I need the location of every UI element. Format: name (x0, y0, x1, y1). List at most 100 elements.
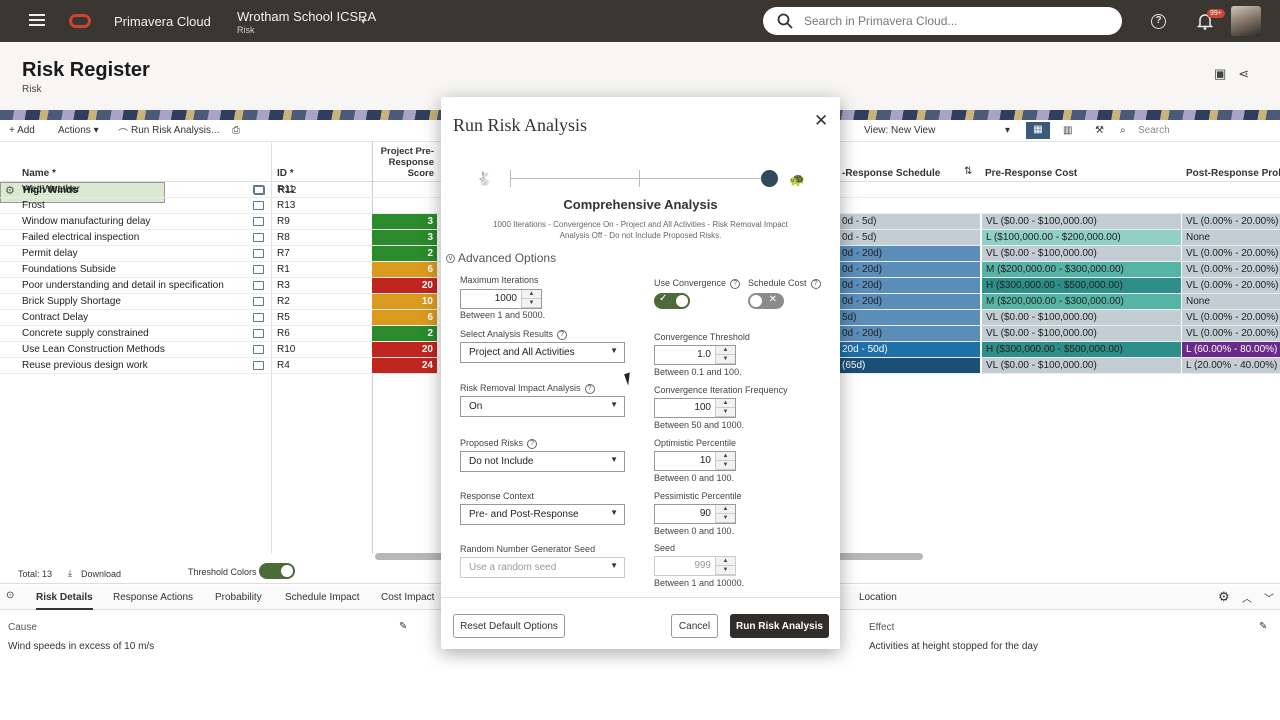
print-icon[interactable]: ⎙ (232, 125, 240, 136)
slider-handle[interactable] (761, 170, 778, 187)
menu-icon[interactable] (29, 14, 45, 26)
increment-icon[interactable]: ▲ (716, 399, 735, 408)
response-context-select[interactable]: Pre- and Post-Response ▼ (460, 504, 625, 525)
tab-response-actions[interactable]: Response Actions (113, 592, 194, 603)
run-risk-analysis-button[interactable]: Run Risk Analysis (730, 614, 829, 638)
column-header-name[interactable]: Name * (22, 168, 56, 179)
comment-icon[interactable] (253, 345, 264, 354)
tab-schedule-impact[interactable]: Schedule Impact (285, 592, 360, 603)
oracle-logo-icon[interactable] (69, 14, 91, 28)
gear-icon[interactable]: ⚙ (1218, 589, 1230, 604)
optimistic-percentile-input[interactable]: 10 ▲ ▼ (654, 451, 736, 471)
user-avatar[interactable] (1231, 6, 1261, 36)
increment-icon[interactable]: ▲ (522, 290, 541, 299)
risk-name[interactable]: Reuse previous design work (22, 360, 148, 371)
comment-icon[interactable] (253, 201, 264, 210)
chevron-up-icon[interactable]: ︿ (1242, 594, 1252, 605)
decrement-icon[interactable]: ▼ (716, 514, 735, 523)
settings-icon[interactable]: ⚙ (5, 185, 15, 197)
table-row[interactable]: Foundations Subside R1 6 0d - 20d) M ($200,0… (0, 262, 1280, 278)
collapse-icon[interactable]: ⊙ (6, 590, 15, 601)
decrement-icon[interactable]: ▼ (716, 566, 735, 575)
download-link[interactable]: Download (81, 569, 122, 579)
comment-icon[interactable] (253, 313, 264, 322)
comment-icon[interactable] (253, 265, 264, 274)
pessimistic-percentile-input[interactable]: 90 ▲ ▼ (654, 504, 736, 524)
use-convergence-toggle[interactable]: ✓ (654, 293, 690, 309)
actions-menu-button[interactable]: Actions ▾ (58, 125, 99, 136)
convergence-frequency-input[interactable]: 100 ▲ ▼ (654, 398, 736, 418)
max-iterations-input[interactable]: 1000 ▲ ▼ (460, 289, 542, 309)
risk-name[interactable]: Permit delay (22, 248, 78, 259)
comment-icon[interactable] (254, 186, 265, 195)
tab-risk-details[interactable]: Risk Details (36, 592, 93, 610)
view-selector[interactable]: View: New View (864, 125, 936, 136)
grid-view-icon[interactable]: ▦ (1026, 122, 1050, 139)
settings-wrench-icon[interactable]: ⚒ (1095, 125, 1104, 136)
help-icon[interactable]: ? (810, 278, 821, 289)
comment-icon[interactable] (253, 281, 264, 290)
column-header-cost[interactable]: Pre-Response Cost (985, 168, 1078, 179)
search-icon[interactable]: ⌕ (1120, 125, 1126, 136)
rria-select[interactable]: On ▼ (460, 396, 625, 417)
tab-probability[interactable]: Probability (215, 592, 262, 603)
help-icon[interactable]: ? (584, 383, 595, 394)
sort-icon[interactable]: ⇅ (964, 166, 973, 177)
threshold-colors-toggle[interactable] (259, 563, 295, 579)
schedule-cost-toggle[interactable]: ✕ (748, 293, 784, 309)
risk-name[interactable]: Use Lean Construction Methods (22, 344, 165, 355)
chevron-down-icon[interactable]: ﹀ (1264, 594, 1274, 605)
risk-name[interactable]: Poor understanding and detail in specifi… (22, 280, 224, 291)
decrement-icon[interactable]: ▼ (716, 355, 735, 364)
comment-icon[interactable] (253, 249, 264, 258)
comment-icon[interactable] (253, 185, 264, 194)
decrement-icon[interactable]: ▼ (522, 299, 541, 308)
grid-search-input[interactable]: Search (1138, 125, 1170, 136)
risk-name[interactable]: Wet Weather (22, 184, 80, 195)
comment-icon[interactable] (253, 329, 264, 338)
risk-name[interactable]: Contract Delay (22, 312, 89, 323)
add-button[interactable]: + Add (9, 125, 35, 136)
report-icon[interactable]: ▣ (1214, 66, 1227, 81)
tab-location[interactable]: Location (859, 592, 897, 603)
risk-name[interactable]: High Winds (23, 185, 78, 196)
global-search-input[interactable]: Search in Primavera Cloud... (763, 7, 1122, 35)
comment-icon[interactable] (253, 233, 264, 242)
share-icon[interactable]: ⋖ (1238, 66, 1250, 81)
close-icon[interactable]: ✕ (814, 111, 829, 130)
seed-input[interactable]: 999 ▲ ▼ (654, 556, 736, 576)
risk-name[interactable]: Concrete supply constrained (22, 328, 149, 339)
help-icon[interactable]: ? (557, 329, 568, 340)
column-header-schedule[interactable]: -Response Schedule (842, 168, 941, 179)
risk-name[interactable]: Frost (22, 200, 45, 211)
decrement-icon[interactable]: ▼ (716, 461, 735, 470)
convergence-threshold-input[interactable]: 1.0 ▲ ▼ (654, 345, 736, 365)
analysis-level-slider[interactable] (510, 178, 771, 179)
risk-name[interactable]: Failed electrical inspection (22, 232, 140, 243)
project-selector[interactable]: Wrotham School ICSRA Risk ▾ (237, 9, 376, 35)
run-risk-analysis-button[interactable]: Run Risk Analysis... (131, 125, 220, 136)
rng-seed-select[interactable]: Use a random seed ▼ (460, 557, 625, 578)
analysis-results-select[interactable]: Project and All Activities ▼ (460, 342, 625, 363)
cancel-button[interactable]: Cancel (671, 614, 718, 638)
help-icon[interactable]: ? (527, 438, 538, 449)
edit-effect-icon[interactable]: ✎ (1259, 621, 1268, 632)
increment-icon[interactable]: ▲ (716, 557, 735, 566)
edit-cause-icon[interactable]: ✎ (399, 621, 408, 632)
help-icon[interactable]: ? (730, 278, 741, 289)
chart-view-icon[interactable]: ▥ (1063, 125, 1073, 136)
table-row[interactable]: Window manufacturing delay R9 3 0d - 5d) VL … (0, 214, 1280, 230)
column-header-id[interactable]: ID * (277, 168, 294, 179)
download-icon[interactable]: ⤓ (68, 568, 72, 578)
comment-icon[interactable] (253, 217, 264, 226)
tab-cost-impact[interactable]: Cost Impact (381, 592, 435, 603)
increment-icon[interactable]: ▲ (716, 505, 735, 514)
increment-icon[interactable]: ▲ (716, 346, 735, 355)
column-header-probability[interactable]: Post-Response Proba (1186, 168, 1280, 179)
proposed-risks-select[interactable]: Do not Include ▼ (460, 451, 625, 472)
comment-icon[interactable] (253, 361, 264, 370)
table-row[interactable]: Contract Delay R5 6 5d) VL ($0.00 - $100,000… (0, 310, 1280, 326)
advanced-options-toggle[interactable]: v Advanced Options (446, 251, 556, 265)
column-header-score[interactable]: Project Pre-Response Score (380, 146, 434, 179)
risk-name[interactable]: Foundations Subside (22, 264, 116, 275)
